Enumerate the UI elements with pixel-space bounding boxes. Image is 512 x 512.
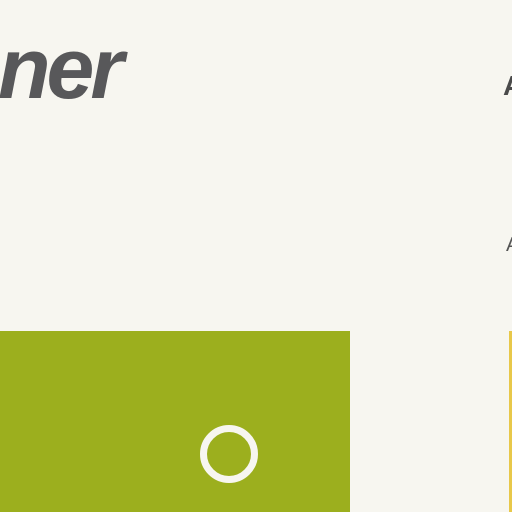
green-option-card[interactable] [0,331,350,512]
right-edge-heading-fragment: A [503,74,512,98]
right-edge-label-fragment: A [506,236,512,254]
page-title: ner [0,21,124,117]
yellow-option-card[interactable] [509,331,512,512]
circle-outline-icon[interactable] [200,425,258,483]
